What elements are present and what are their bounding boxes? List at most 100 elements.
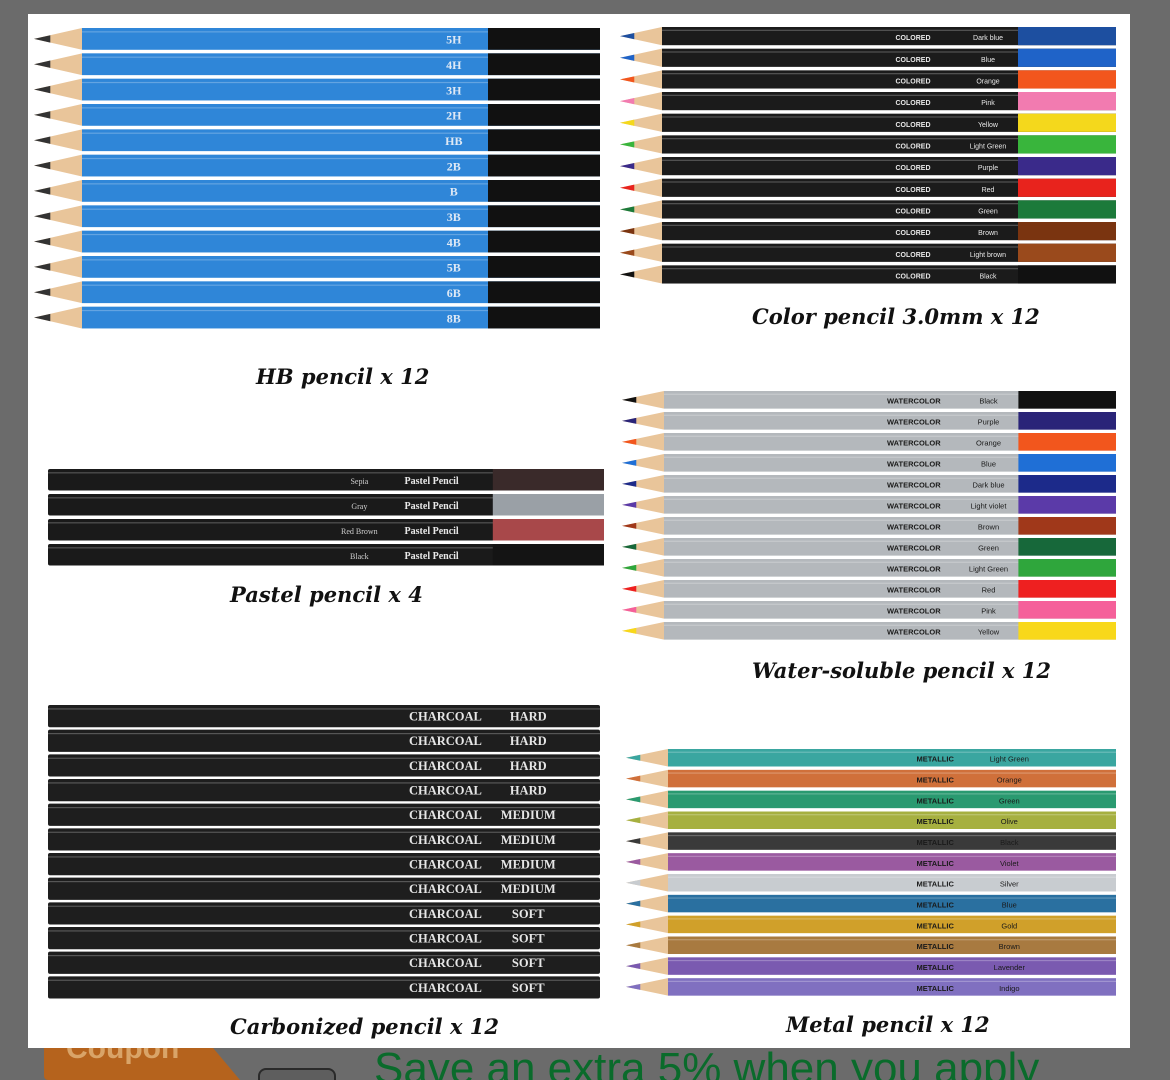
hb-grade-label: 8B	[447, 311, 461, 325]
charcoal-pencil-group-svg: CHARCOAL HARD CHARCOAL HARD CHARCOAL HARD CHAR…	[48, 705, 600, 999]
water-pencil	[622, 580, 1116, 598]
color-name-label: Purple	[978, 165, 998, 172]
color-pencil	[620, 265, 1116, 284]
color-pencil	[620, 70, 1116, 89]
hb-pencil	[34, 154, 600, 177]
pastel-pencil	[48, 494, 604, 516]
water-pencil	[622, 517, 1116, 535]
color-name-label: Black	[979, 273, 997, 280]
hb-grade-label: 3H	[446, 83, 462, 97]
color-brand-label: COLORED	[896, 187, 931, 194]
color-brand-label: COLORED	[896, 230, 931, 237]
metal-name-label: Blue	[1002, 900, 1017, 909]
water-pencil	[622, 601, 1116, 619]
color-brand-label: COLORED	[896, 208, 931, 215]
charcoal-brand-label: CHARCOAL	[409, 710, 482, 724]
charcoal-brand-label: CHARCOAL	[409, 932, 482, 946]
metal-caption: Metal pencil x 12	[786, 1012, 990, 1037]
charcoal-brand-label: CHARCOAL	[409, 808, 482, 822]
water-pencil	[622, 475, 1116, 493]
water-name-label: Green	[978, 544, 999, 553]
charcoal-pencil	[48, 779, 600, 802]
water-brand-label: WATERCOLOR	[887, 544, 941, 553]
metal-brand-label: METALLIC	[917, 817, 955, 826]
hb-grade-label: 5B	[447, 261, 461, 275]
water-name-label: Red	[982, 586, 996, 595]
color-name-label: Light Green	[970, 143, 1007, 150]
metal-pencil-group: METALLIC Light Green METALLIC Orange METALLI…	[624, 748, 1118, 998]
metal-brand-label: METALLIC	[917, 775, 955, 784]
hb-pencil	[34, 28, 600, 50]
water-pencil-group-svg: WATERCOLOR Black WATERCOLOR Purple WATERCOLO…	[622, 391, 1116, 640]
hb-pencil	[34, 180, 600, 202]
charcoal-pencil	[48, 927, 600, 950]
color-brand-label: COLORED	[896, 143, 931, 150]
coupon-tag: Coupon	[44, 1048, 240, 1080]
color-pencil	[620, 222, 1116, 241]
water-pencil	[622, 538, 1116, 556]
pastel-caption: Pastel pencil x 4	[230, 582, 423, 607]
charcoal-grade-label: HARD	[510, 784, 547, 798]
water-name-label: Orange	[976, 439, 1001, 448]
water-name-label: Brown	[978, 523, 999, 532]
charcoal-brand-label: CHARCOAL	[409, 858, 482, 872]
metal-pencil	[626, 915, 1116, 934]
product-image-card[interactable]: 5H 4H 3H 2H HB 2B B 3B 4B 5B 6B 8B HB pencil x 12 C…	[28, 14, 1130, 1048]
water-pencil	[622, 412, 1116, 430]
color-pencil-group-svg: COLORED Dark blue COLORED Blue COLORED Orange…	[620, 27, 1116, 284]
water-name-label: Light violet	[971, 502, 1008, 511]
hb-grade-label: B	[450, 185, 458, 199]
apply-coupon-checkbox[interactable]	[258, 1068, 336, 1080]
charcoal-pencil	[48, 877, 600, 900]
color-name-label: Light brown	[970, 252, 1006, 259]
color-brand-label: COLORED	[896, 57, 931, 64]
color-name-label: Red	[982, 187, 995, 194]
metal-pencil	[626, 957, 1116, 975]
color-pencil	[620, 135, 1116, 154]
water-name-label: Pink	[981, 607, 996, 616]
metal-pencil	[626, 936, 1116, 954]
hb-grade-label: 2H	[446, 109, 462, 123]
water-name-label: Black	[979, 397, 998, 406]
metal-brand-label: METALLIC	[917, 859, 955, 868]
hb-grade-label: 2B	[447, 159, 461, 173]
color-pencil	[620, 178, 1116, 197]
charcoal-grade-label: SOFT	[512, 932, 545, 946]
pastel-name-label: Black	[350, 552, 369, 561]
water-name-label: Blue	[981, 460, 996, 469]
charcoal-brand-label: CHARCOAL	[409, 882, 482, 896]
charcoal-grade-label: MEDIUM	[501, 808, 556, 822]
charcoal-pencil-group: CHARCOAL HARD CHARCOAL HARD CHARCOAL HARD CHAR…	[48, 704, 600, 1000]
water-pencil	[622, 559, 1116, 577]
charcoal-pencil	[48, 853, 600, 876]
color-caption: Color pencil 3.0mm x 12	[752, 304, 1040, 329]
water-brand-label: WATERCOLOR	[887, 586, 941, 595]
hb-pencil	[34, 256, 600, 278]
metal-pencil	[626, 853, 1116, 871]
water-brand-label: WATERCOLOR	[887, 460, 941, 469]
metal-pencil	[626, 790, 1116, 809]
metal-brand-label: METALLIC	[917, 838, 955, 847]
charcoal-pencil	[48, 754, 600, 777]
water-pencil	[622, 622, 1116, 640]
charcoal-pencil	[48, 951, 600, 974]
pastel-name-label: Gray	[351, 502, 367, 511]
hb-pencil	[34, 230, 600, 253]
charcoal-brand-label: CHARCOAL	[409, 981, 482, 995]
metal-pencil	[626, 874, 1116, 892]
water-brand-label: WATERCOLOR	[887, 439, 941, 448]
color-pencil-group: COLORED Dark blue COLORED Blue COLORED Orange…	[618, 26, 1118, 286]
color-name-label: Orange	[976, 78, 999, 85]
charcoal-pencil	[48, 803, 600, 826]
charcoal-brand-label: CHARCOAL	[409, 833, 482, 847]
metal-brand-label: METALLIC	[917, 984, 955, 993]
metal-pencil	[626, 811, 1116, 829]
charcoal-pencil	[48, 902, 600, 925]
water-brand-label: WATERCOLOR	[887, 607, 941, 616]
save-coupon-text: Save an extra 5% when you apply	[374, 1048, 1040, 1080]
color-name-label: Blue	[981, 57, 995, 64]
charcoal-brand-label: CHARCOAL	[409, 956, 482, 970]
metal-name-label: Light Green	[990, 755, 1029, 764]
metal-pencil-group-svg: METALLIC Light Green METALLIC Orange METALLI…	[626, 749, 1116, 996]
hb-grade-label: 4B	[447, 235, 461, 249]
